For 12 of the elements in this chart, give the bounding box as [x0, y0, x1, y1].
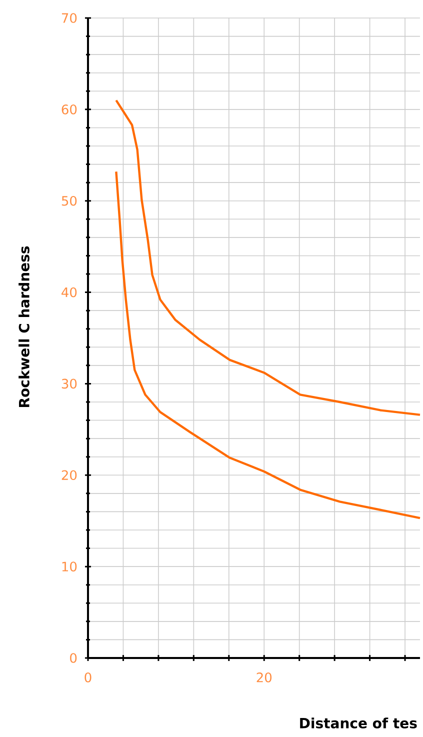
y-tick-label: 10: [62, 562, 77, 572]
line-series: [115, 99, 422, 416]
y-tick-label: 70: [62, 13, 77, 23]
y-tick-label: 30: [62, 378, 77, 389]
x-axis-title: Distance of tes: [300, 718, 417, 728]
y-axis-title: Rockwell C hardness: [18, 246, 30, 407]
line-series: [115, 170, 422, 520]
y-tick-label: 20: [62, 470, 77, 480]
y-tick-label: 60: [62, 104, 77, 114]
y-tick-label: 40: [62, 287, 77, 298]
y-tick-label: 0: [70, 653, 77, 663]
y-tick-label: 50: [62, 196, 77, 206]
